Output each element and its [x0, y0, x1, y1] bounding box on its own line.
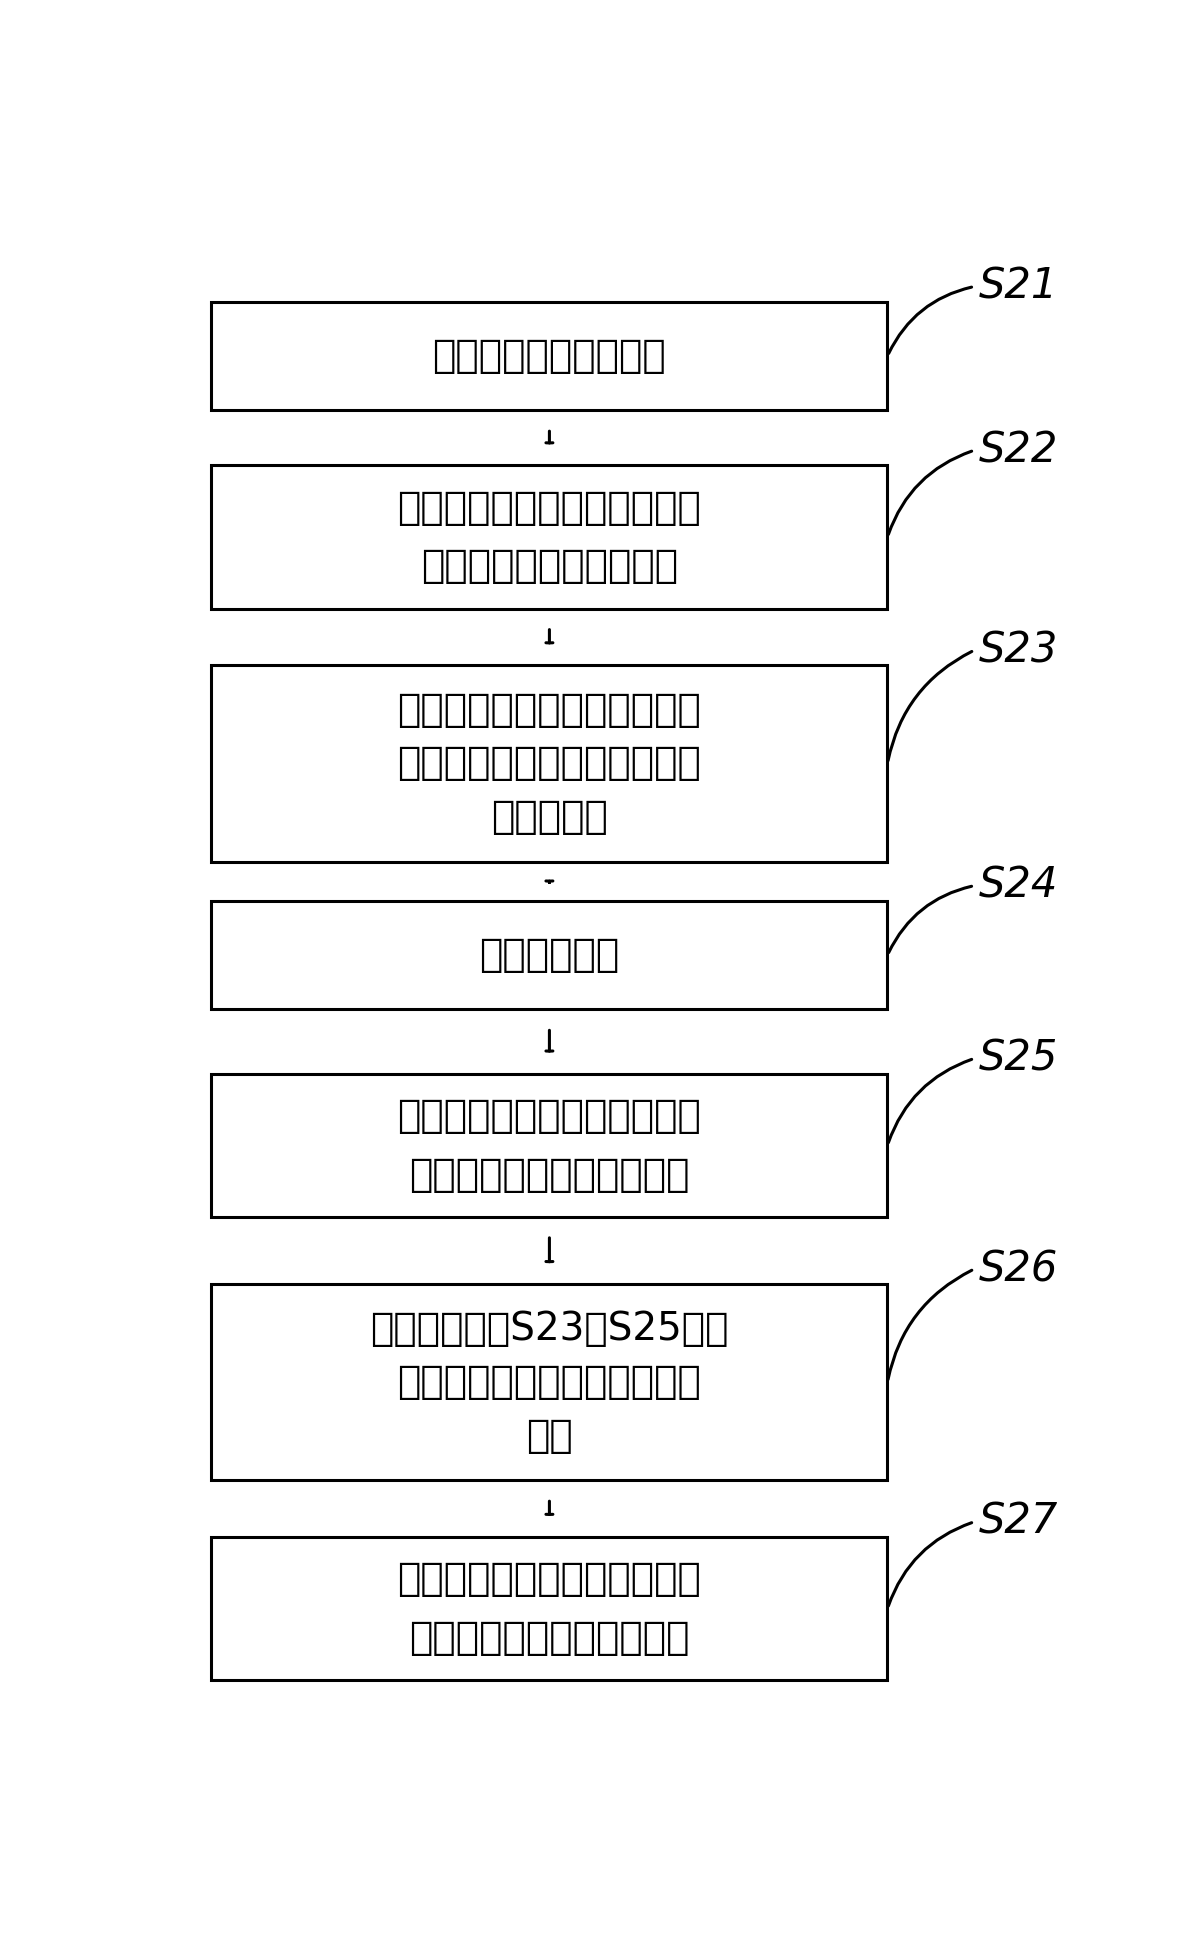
Text: S26: S26: [979, 1249, 1059, 1290]
Text: 下一目标分析记录作为当前目: 下一目标分析记录作为当前目: [397, 745, 702, 782]
Text: 访问网址数量，计算流失率: 访问网址数量，计算流失率: [409, 1619, 690, 1656]
Bar: [211, 902, 888, 1009]
Text: 记录: 记录: [526, 1417, 573, 1454]
Text: 集合，确定目标分析记录: 集合，确定目标分析记录: [421, 547, 678, 586]
Text: S24: S24: [979, 864, 1059, 907]
Text: 的记录中确定目标分析记录: 的记录中确定目标分析记录: [409, 1156, 690, 1194]
Bar: [211, 1074, 888, 1217]
Text: S27: S27: [979, 1501, 1059, 1543]
Text: 标分析记录: 标分析记录: [490, 798, 608, 837]
Bar: [211, 465, 888, 610]
Text: 确定具有相同用户标识的记录: 确定具有相同用户标识的记录: [397, 488, 702, 527]
Bar: [211, 1537, 888, 1680]
Text: 所有记录均被确定为目标分析: 所有记录均被确定为目标分析: [397, 1364, 702, 1401]
Bar: [211, 302, 888, 410]
Text: 获取第一访问网址数量和第二: 获取第一访问网址数量和第二: [397, 1560, 702, 1597]
Bar: [211, 664, 888, 862]
Text: 在尚未被确定为目标分析记录: 在尚未被确定为目标分析记录: [397, 1098, 702, 1135]
Text: S21: S21: [979, 265, 1059, 308]
Text: S22: S22: [979, 429, 1059, 470]
Text: 重复执行步骤S23至S25，至: 重复执行步骤S23至S25，至: [370, 1309, 729, 1348]
Text: 在访问日志中获取记录: 在访问日志中获取记录: [433, 337, 666, 374]
Text: S25: S25: [979, 1037, 1059, 1080]
Text: 确定下一目标分析记录；将该: 确定下一目标分析记录；将该: [397, 690, 702, 729]
Text: S23: S23: [979, 629, 1059, 670]
Bar: [211, 1284, 888, 1480]
Text: 构建网址记录: 构建网址记录: [480, 937, 619, 974]
